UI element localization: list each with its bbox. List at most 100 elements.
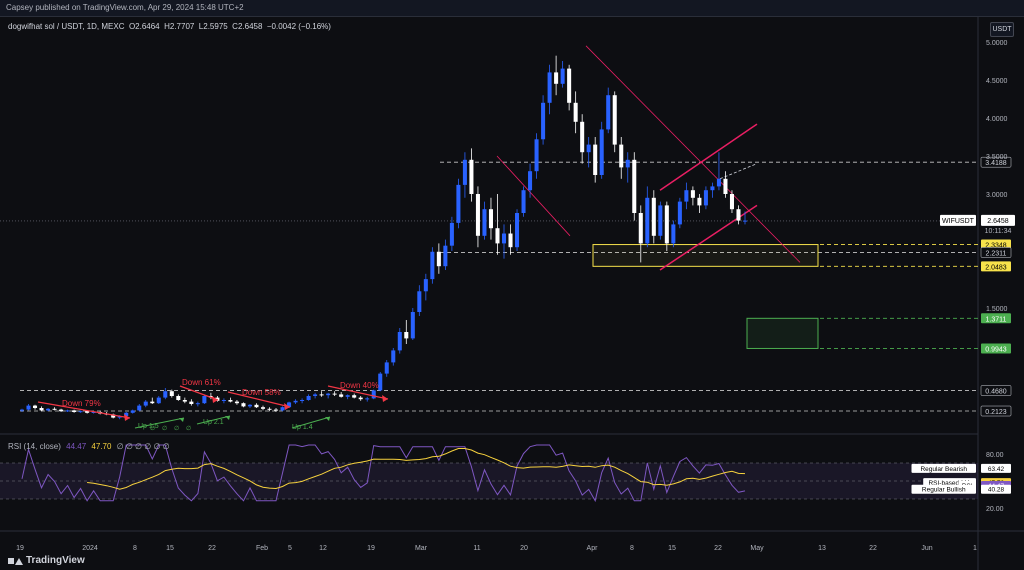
price-level-tag-bg [981, 313, 1011, 324]
price-level-tag: 2.2311 [980, 247, 1012, 258]
candle [163, 388, 168, 400]
candle-body [85, 411, 90, 413]
candle-body [221, 400, 226, 401]
candle [599, 121, 604, 179]
candle-body [547, 72, 552, 103]
candle-body [436, 251, 441, 267]
candle [619, 137, 624, 179]
candle-body [65, 410, 70, 412]
candle [697, 194, 702, 213]
candle [280, 406, 285, 412]
symbol-name[interactable]: dogwifhat sol / USDT, 1D, MEXC [8, 22, 125, 31]
candle-body [345, 395, 350, 397]
candle-body [313, 394, 318, 396]
green-annotation-label: Up 1.4 [292, 424, 313, 431]
candles [19, 55, 748, 420]
green-placeholder-glyph: ∅ [174, 425, 179, 432]
currency-button[interactable]: USDT [990, 22, 1014, 37]
time-axis-tick: 11 [473, 545, 480, 552]
candle [39, 406, 44, 412]
candle [482, 201, 487, 240]
candle [567, 64, 572, 111]
tradingview-brand[interactable]: TradingView [8, 555, 85, 566]
price-level-label: 0.9943 [985, 346, 1007, 353]
candle-body [671, 224, 676, 244]
time-axis-tick: 20 [520, 545, 528, 552]
candle [345, 394, 350, 400]
price-level-tag: 0.9943 [981, 343, 1011, 354]
candle-body [319, 394, 324, 396]
green-annotation-label: Up 1.5 [138, 423, 159, 430]
candle-body [189, 401, 194, 404]
price-axis-tick: 5.0000 [986, 40, 1008, 47]
candle [260, 405, 266, 411]
candle-body [508, 233, 513, 248]
candle-body [501, 233, 507, 244]
candle-body [645, 197, 650, 244]
candle [501, 224, 507, 259]
candle-body [521, 190, 526, 213]
red-annotation-label: Down 79% [62, 399, 101, 408]
candle [573, 91, 578, 134]
price-axis-tick: 1.5000 [986, 306, 1008, 313]
green-annotation-label: Up 2.1 [203, 419, 224, 426]
green-arrowhead [179, 418, 184, 422]
publisher-bar: Capsey published on TradingView.com, Apr… [0, 0, 1024, 17]
candle-body [729, 194, 734, 210]
candle-body [176, 396, 181, 400]
candle-body [124, 412, 129, 416]
grid [0, 16, 1024, 570]
rsi-ma-line [87, 448, 746, 490]
price-axis[interactable]: 5.0000 4.5000 4.0000 3.5000 3.0000 1.5000 [986, 40, 1008, 313]
candle-body [378, 373, 383, 391]
candle-body [78, 411, 83, 413]
dashed-projection-line [719, 163, 758, 180]
price-level-tag: 0.4680 [980, 385, 1012, 396]
candle [221, 398, 226, 404]
price-level-tag-bg [981, 261, 1011, 272]
candle-body [651, 197, 656, 236]
candle [156, 396, 161, 404]
candle-body [632, 159, 637, 213]
candle-body [423, 279, 428, 292]
rsi-level-value-bg [981, 484, 1011, 494]
candle [26, 404, 31, 411]
candle [195, 401, 200, 407]
candle-body [410, 312, 415, 339]
time-axis-tick: 15 [166, 545, 174, 552]
candle [469, 148, 474, 202]
candle [625, 152, 630, 183]
candle-body [658, 205, 663, 236]
candle [534, 133, 539, 179]
candle-body [195, 403, 200, 405]
candle-body [638, 213, 643, 244]
rsi-value: 44.47 [66, 442, 87, 451]
candle [182, 397, 187, 404]
candle [306, 394, 311, 401]
candle [436, 243, 441, 274]
symbol-tag-label: WIFUSDT [942, 218, 975, 225]
green-support-box [746, 317, 819, 349]
candle-body [234, 401, 239, 404]
candle-body [384, 362, 389, 374]
time-axis[interactable]: 19 2024 8 15 22 Feb 5 12 19 Mar 11 20 Apr 8 15 22 May 13 2… [16, 545, 977, 552]
candle-body [710, 186, 715, 191]
red-arrow-line [327, 385, 389, 400]
rsi-label[interactable]: RSI (14, close) [8, 442, 61, 451]
candle [729, 190, 734, 213]
candle-body [573, 102, 578, 122]
price-level-tag: 1.3711 [981, 313, 1011, 324]
price-level-tag-bg [981, 239, 1011, 250]
candle [247, 404, 252, 408]
candle-body [449, 222, 454, 246]
price-level-tag: 3.4188 [980, 156, 1012, 168]
candle-body [567, 68, 572, 103]
candle [169, 389, 174, 398]
brand-name: TradingView [26, 555, 85, 566]
price-axis-tick: 4.5000 [986, 78, 1008, 85]
red-arrow-line [37, 401, 131, 419]
candle [410, 308, 415, 340]
price-level-tag: 0.2123 [980, 405, 1012, 417]
